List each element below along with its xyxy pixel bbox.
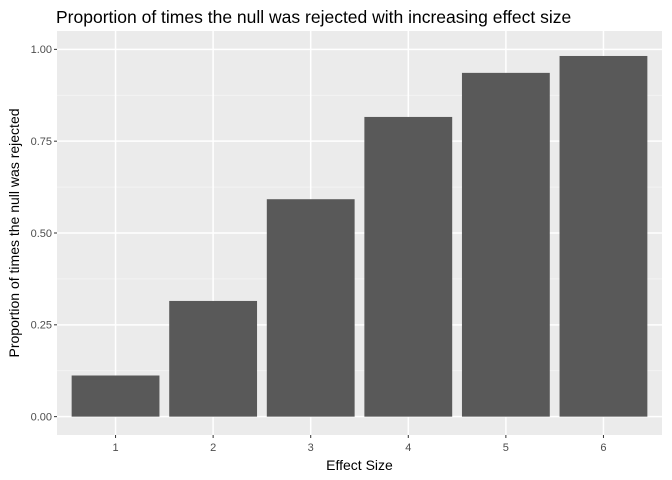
bar-1 bbox=[71, 375, 160, 417]
y-tick-label: 0.00 bbox=[31, 411, 52, 423]
y-tick-label: 0.25 bbox=[31, 320, 52, 332]
x-axis: 1 2 3 4 5 6 bbox=[112, 435, 607, 454]
x-axis-title: Effect Size bbox=[326, 457, 393, 473]
x-tick-label: 1 bbox=[112, 442, 118, 454]
y-tick-label: 0.50 bbox=[31, 228, 52, 240]
x-tick-label: 2 bbox=[210, 442, 216, 454]
chart-title: Proportion of times the null was rejecte… bbox=[56, 7, 571, 27]
y-axis: 0.00 0.25 0.50 0.75 1.00 bbox=[31, 44, 57, 423]
bar-6 bbox=[559, 55, 648, 417]
bar-4 bbox=[364, 116, 453, 417]
x-tick-label: 5 bbox=[503, 442, 509, 454]
y-axis-title: Proportion of times the null was rejecte… bbox=[6, 108, 22, 357]
bar-2 bbox=[169, 300, 258, 417]
y-tick-label: 1.00 bbox=[31, 44, 52, 56]
y-tick-label: 0.75 bbox=[31, 136, 52, 148]
x-tick-label: 6 bbox=[600, 442, 606, 454]
bars bbox=[71, 55, 648, 417]
x-tick-label: 4 bbox=[405, 442, 411, 454]
bar-3 bbox=[266, 199, 355, 417]
bar-5 bbox=[461, 72, 550, 417]
x-tick-label: 3 bbox=[308, 442, 314, 454]
